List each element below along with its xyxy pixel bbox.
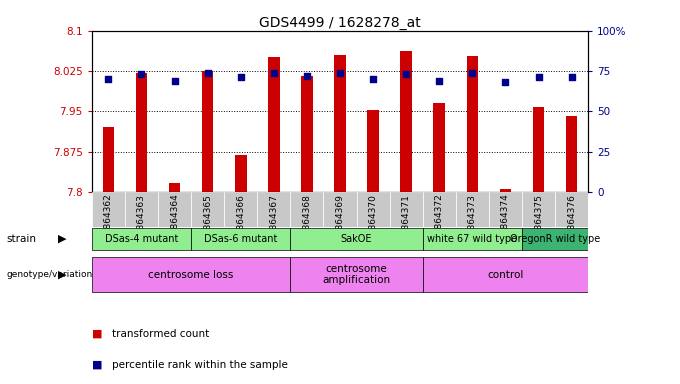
Bar	[103, 127, 114, 192]
Bar	[169, 183, 180, 192]
Text: GSM864375: GSM864375	[534, 194, 543, 248]
FancyBboxPatch shape	[290, 257, 423, 292]
Point	[533, 74, 544, 81]
Text: GSM864370: GSM864370	[369, 194, 377, 248]
Point	[434, 78, 445, 84]
FancyBboxPatch shape	[191, 192, 224, 227]
FancyBboxPatch shape	[456, 192, 489, 227]
Text: GSM864369: GSM864369	[335, 194, 345, 248]
FancyBboxPatch shape	[257, 192, 290, 227]
Bar	[401, 51, 412, 192]
Bar	[135, 73, 148, 192]
Bar	[500, 189, 511, 192]
Point	[500, 79, 511, 85]
Bar	[466, 56, 478, 192]
Bar	[367, 110, 379, 192]
FancyBboxPatch shape	[423, 228, 522, 250]
FancyBboxPatch shape	[522, 228, 588, 250]
FancyBboxPatch shape	[356, 192, 390, 227]
FancyBboxPatch shape	[324, 192, 356, 227]
Text: GSM864373: GSM864373	[468, 194, 477, 248]
Text: white 67 wild type: white 67 wild type	[427, 234, 517, 244]
Text: ■: ■	[92, 329, 102, 339]
FancyBboxPatch shape	[423, 192, 456, 227]
Text: ▶: ▶	[58, 270, 67, 280]
Text: GSM864372: GSM864372	[435, 194, 444, 248]
Text: transformed count: transformed count	[112, 329, 209, 339]
Text: GSM864363: GSM864363	[137, 194, 146, 248]
Bar	[334, 55, 346, 192]
Bar	[202, 71, 214, 192]
FancyBboxPatch shape	[423, 257, 588, 292]
Point	[368, 76, 379, 82]
Text: GSM864362: GSM864362	[104, 194, 113, 248]
Text: control: control	[488, 270, 524, 280]
FancyBboxPatch shape	[125, 192, 158, 227]
FancyBboxPatch shape	[92, 257, 290, 292]
FancyBboxPatch shape	[92, 228, 191, 250]
Point	[301, 73, 312, 79]
Text: centrosome loss: centrosome loss	[148, 270, 234, 280]
Text: GSM864366: GSM864366	[236, 194, 245, 248]
FancyBboxPatch shape	[290, 228, 423, 250]
Text: GSM864364: GSM864364	[170, 194, 179, 248]
Text: GSM864371: GSM864371	[402, 194, 411, 248]
FancyBboxPatch shape	[158, 192, 191, 227]
Text: DSas-6 mutant: DSas-6 mutant	[204, 234, 277, 244]
Text: strain: strain	[7, 234, 37, 244]
Point	[269, 70, 279, 76]
Text: DSas-4 mutant: DSas-4 mutant	[105, 234, 178, 244]
Point	[235, 74, 246, 81]
Text: percentile rank within the sample: percentile rank within the sample	[112, 360, 288, 370]
FancyBboxPatch shape	[224, 192, 257, 227]
Bar	[532, 107, 545, 192]
Bar	[566, 116, 577, 192]
Text: GSM864376: GSM864376	[567, 194, 576, 248]
Text: OregonR wild type: OregonR wild type	[510, 234, 600, 244]
Text: genotype/variation: genotype/variation	[7, 270, 93, 279]
Text: ▶: ▶	[58, 234, 67, 244]
Point	[467, 70, 478, 76]
Title: GDS4499 / 1628278_at: GDS4499 / 1628278_at	[259, 16, 421, 30]
Text: GSM864365: GSM864365	[203, 194, 212, 248]
Text: SakOE: SakOE	[341, 234, 372, 244]
Bar	[301, 76, 313, 192]
Point	[103, 76, 114, 82]
Text: GSM864374: GSM864374	[501, 194, 510, 248]
Point	[169, 78, 180, 84]
Point	[566, 74, 577, 81]
Text: ■: ■	[92, 360, 102, 370]
FancyBboxPatch shape	[555, 192, 588, 227]
Bar	[433, 103, 445, 192]
FancyBboxPatch shape	[489, 192, 522, 227]
Text: GSM864368: GSM864368	[303, 194, 311, 248]
FancyBboxPatch shape	[191, 228, 290, 250]
FancyBboxPatch shape	[522, 192, 555, 227]
FancyBboxPatch shape	[92, 192, 125, 227]
Bar	[268, 56, 279, 192]
Bar	[235, 156, 247, 192]
FancyBboxPatch shape	[390, 192, 423, 227]
Text: GSM864367: GSM864367	[269, 194, 278, 248]
Point	[202, 70, 213, 76]
Point	[136, 71, 147, 77]
Text: centrosome
amplification: centrosome amplification	[322, 264, 390, 285]
Point	[335, 70, 345, 76]
Point	[401, 71, 411, 77]
FancyBboxPatch shape	[290, 192, 324, 227]
